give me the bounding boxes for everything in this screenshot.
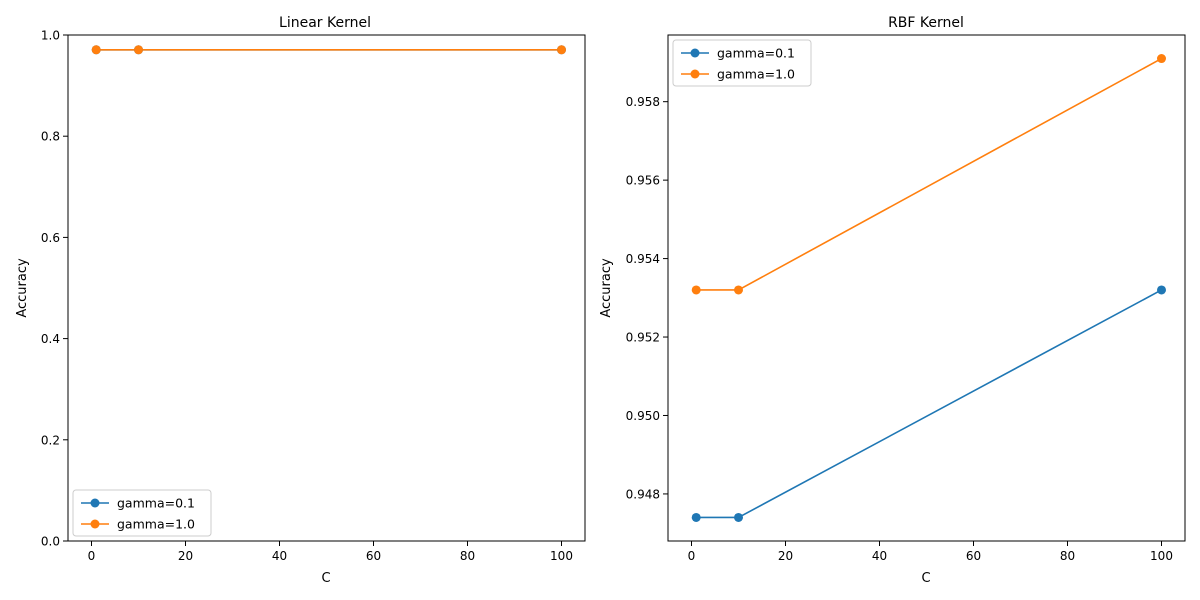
x-axis-label: C: [921, 571, 930, 586]
axes-frame: [67, 34, 586, 542]
legend-marker: [690, 69, 700, 79]
x-tick-label: 100: [550, 549, 573, 563]
x-tick-label: 0: [88, 549, 96, 563]
y-tick-label: 0.6: [41, 231, 60, 245]
y-axis-label: Accuracy: [599, 258, 614, 318]
data-point: [1157, 54, 1166, 64]
data-point: [134, 45, 143, 55]
plot-area: 0 20 40 60 80 100 0.948 0.950 0.952 0.954 0.956 0.9…: [626, 34, 1186, 563]
y-tick-label: 1.0: [41, 29, 60, 43]
x-tick-label: 60: [366, 549, 381, 563]
y-tick-label: 0.950: [626, 409, 660, 423]
subplot-linear-kernel: Linear Kernel 0 20 40 60 80 100 0.0 0.2 0.4 0.6 0.…: [15, 15, 586, 586]
legend-label: gamma=0.1: [117, 496, 195, 511]
legend-label: gamma=0.1: [717, 46, 795, 61]
subplot-rbf-kernel: RBF Kernel 0 20 40 60 80 100 0.948 0.950 0.952 0.…: [599, 15, 1186, 586]
y-axis-label: Accuracy: [15, 258, 30, 318]
x-tick-label: 0: [688, 549, 696, 563]
legend-label: gamma=1.0: [717, 67, 795, 82]
x-tick-label: 40: [872, 549, 887, 563]
x-tick-label: 60: [966, 549, 981, 563]
x-tick-label: 100: [1150, 549, 1173, 563]
plot-area: 0 20 40 60 80 1000.00.20.40.60.81.0gamma=0.1g…: [41, 29, 586, 563]
y-tick-label: 0.0: [41, 535, 60, 549]
legend-marker: [90, 519, 100, 529]
data-point: [691, 512, 701, 522]
legend: gamma=0.1 gamma=1.0: [672, 39, 812, 87]
y-tick-label: 0.952: [626, 331, 660, 345]
x-axis-label: C: [321, 571, 330, 586]
y-tick-label: 0.958: [626, 95, 660, 109]
data-point: [557, 45, 566, 55]
y-tick-label: 0.956: [626, 174, 660, 188]
x-tick-label: 20: [778, 549, 793, 563]
axes-frame: [667, 34, 1186, 542]
legend-marker: [90, 498, 100, 508]
x-tick-label: 40: [272, 549, 287, 563]
y-tick-label: 0.2: [41, 433, 60, 447]
legend-label: gamma=1.0: [117, 517, 195, 532]
y-tick-label: 0.8: [41, 130, 60, 144]
data-point: [91, 45, 101, 55]
x-tick-label: 80: [460, 549, 475, 563]
legend-marker: [690, 48, 700, 58]
x-tick-label: 80: [1060, 549, 1075, 563]
y-tick-label: 0.954: [626, 252, 660, 266]
data-point: [734, 512, 743, 522]
y-tick-label: 0.4: [41, 332, 60, 346]
data-point: [691, 285, 701, 295]
data-point: [734, 285, 743, 295]
y-tick-label: 0.948: [626, 487, 660, 501]
legend: gamma=0.1 gamma=1.0: [72, 489, 212, 537]
chart-title: Linear Kernel: [279, 15, 371, 31]
x-tick-label: 20: [178, 549, 193, 563]
data-point: [1157, 285, 1166, 295]
chart-title: RBF Kernel: [888, 15, 964, 31]
